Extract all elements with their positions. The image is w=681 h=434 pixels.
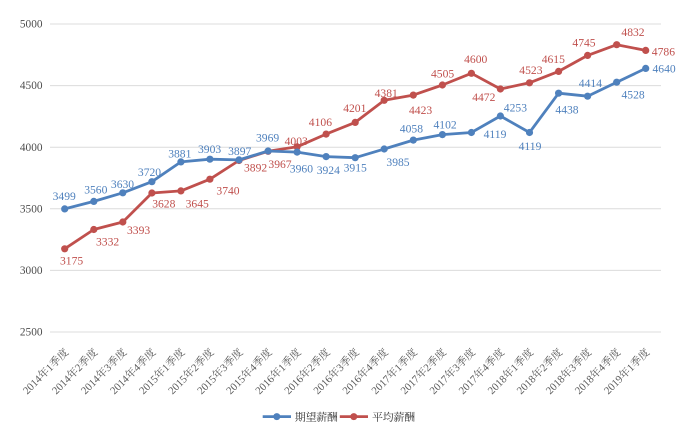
svg-text:3924: 3924 bbox=[317, 164, 340, 177]
svg-text:4106: 4106 bbox=[309, 116, 332, 129]
svg-text:4253: 4253 bbox=[504, 101, 527, 114]
svg-text:3985: 3985 bbox=[386, 156, 409, 169]
svg-text:3500: 3500 bbox=[20, 203, 43, 215]
svg-text:4102: 4102 bbox=[434, 118, 457, 131]
svg-text:3969: 3969 bbox=[256, 131, 279, 144]
svg-text:3630: 3630 bbox=[111, 178, 134, 191]
svg-text:3897: 3897 bbox=[228, 145, 251, 158]
svg-text:4472: 4472 bbox=[472, 91, 495, 104]
svg-text:2500: 2500 bbox=[20, 327, 43, 339]
svg-text:3628: 3628 bbox=[152, 197, 175, 210]
svg-text:4600: 4600 bbox=[464, 53, 487, 66]
svg-text:3881: 3881 bbox=[168, 147, 191, 160]
svg-text:3967: 3967 bbox=[268, 158, 291, 171]
svg-text:4201: 4201 bbox=[343, 102, 366, 115]
svg-text:4058: 4058 bbox=[400, 123, 423, 136]
svg-text:3499: 3499 bbox=[53, 190, 76, 203]
svg-text:3332: 3332 bbox=[96, 236, 119, 249]
svg-text:4523: 4523 bbox=[519, 64, 542, 77]
svg-text:3560: 3560 bbox=[84, 183, 107, 196]
svg-text:4832: 4832 bbox=[621, 26, 644, 39]
svg-text:4615: 4615 bbox=[542, 53, 565, 66]
svg-text:4640: 4640 bbox=[653, 62, 676, 75]
svg-text:3393: 3393 bbox=[127, 224, 150, 237]
svg-text:4414: 4414 bbox=[579, 77, 602, 90]
svg-text:3903: 3903 bbox=[198, 143, 221, 156]
svg-text:4423: 4423 bbox=[409, 104, 432, 117]
svg-text:3740: 3740 bbox=[216, 185, 239, 198]
svg-text:4381: 4381 bbox=[375, 87, 398, 100]
svg-text:4003: 4003 bbox=[285, 135, 308, 148]
svg-text:4528: 4528 bbox=[622, 88, 645, 101]
svg-text:3960: 3960 bbox=[290, 162, 313, 175]
svg-text:4000: 4000 bbox=[20, 142, 43, 154]
svg-text:4786: 4786 bbox=[652, 45, 675, 58]
svg-text:3720: 3720 bbox=[138, 166, 161, 179]
svg-text:4505: 4505 bbox=[431, 68, 454, 81]
svg-text:4745: 4745 bbox=[572, 36, 595, 49]
svg-text:3000: 3000 bbox=[20, 265, 43, 277]
svg-text:4438: 4438 bbox=[555, 103, 578, 116]
svg-text:3915: 3915 bbox=[344, 161, 367, 174]
svg-text:3645: 3645 bbox=[186, 197, 209, 210]
svg-text:4500: 4500 bbox=[20, 80, 43, 92]
svg-text:4119: 4119 bbox=[519, 140, 542, 153]
svg-text:4119: 4119 bbox=[484, 128, 507, 141]
svg-text:5000: 5000 bbox=[20, 19, 43, 31]
svg-text:3892: 3892 bbox=[244, 162, 267, 175]
svg-text:3175: 3175 bbox=[60, 254, 83, 267]
